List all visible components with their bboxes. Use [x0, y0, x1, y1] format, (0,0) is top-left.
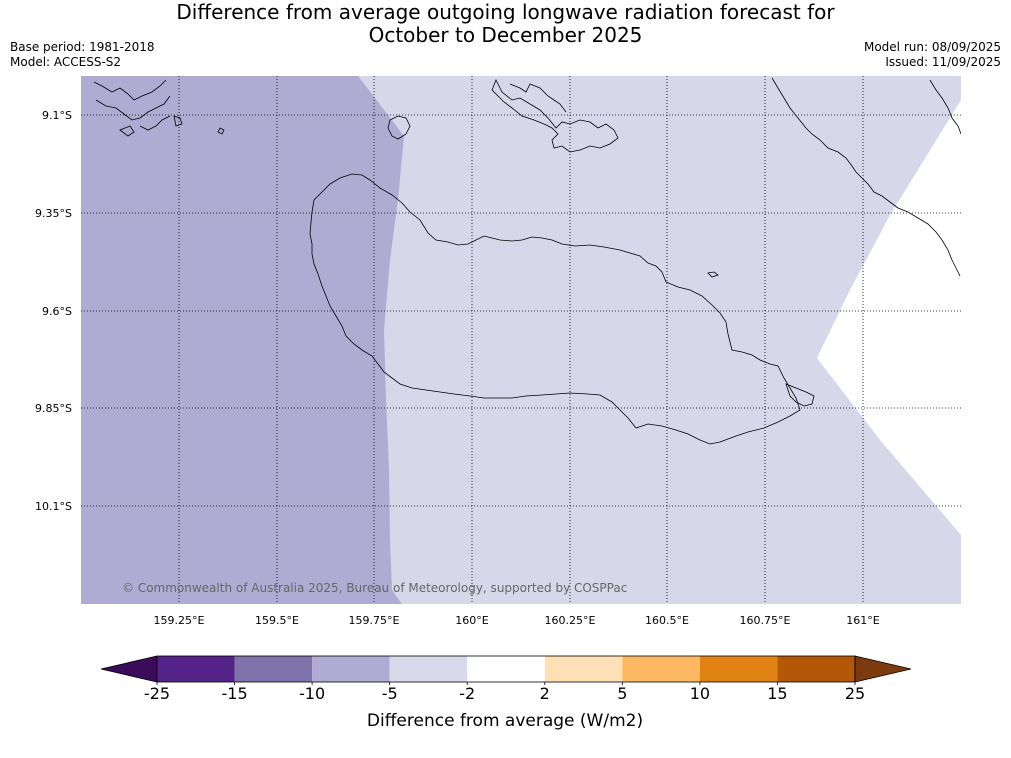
malaita-coast [771, 77, 961, 277]
colorbar-bin [157, 656, 235, 682]
longitude-label: 160.75°E [740, 614, 791, 627]
longitude-labels: 159.25°E 159.5°E 159.75°E 160°E 160.25°E 160.… [154, 614, 880, 627]
colorbar-bin [777, 656, 855, 682]
colorbar-outline [156, 655, 856, 683]
latitude-label: 9.1°S [42, 109, 72, 122]
latitude-label: 9.6°S [42, 305, 72, 318]
colorbar-tick-label: 15 [767, 684, 787, 703]
base-period: Base period: 1981-2018 [10, 40, 155, 54]
colorbar-tick-label: -15 [221, 684, 247, 703]
title-line-2: October to December 2025 [368, 23, 643, 47]
longitude-label: 159.75°E [349, 614, 400, 627]
colorbar-tick-label: -2 [459, 684, 475, 703]
colorbar-tick-label: -25 [144, 684, 170, 703]
metadata-left: Base period: 1981-2018 Model: ACCESS-S2 [10, 40, 155, 70]
longitude-label: 160.25°E [545, 614, 596, 627]
graticule [81, 76, 961, 604]
longitude-label: 160°E [455, 614, 488, 627]
islet-coast [217, 127, 225, 135]
issued-date: Issued: 11/09/2025 [885, 55, 1001, 69]
colorbar-bin [467, 656, 545, 682]
map-title: Difference from average outgoing longwav… [0, 1, 1011, 47]
longitude-label: 159.25°E [154, 614, 205, 627]
colorbar-tick-label: -10 [299, 684, 325, 703]
region-minus10-to-minus5 [81, 76, 404, 604]
colorbar-tick-label: 25 [845, 684, 865, 703]
latitude-label: 10.1°S [35, 500, 72, 513]
colorbar-bin [622, 656, 700, 682]
savo-island-coast [387, 115, 411, 140]
longitude-label: 160.5°E [645, 614, 689, 627]
colorbar-bin [544, 656, 623, 682]
region-minus2-to-2 [817, 100, 961, 535]
colorbar-bin [312, 656, 390, 682]
islet-coast-3 [785, 383, 815, 407]
colorbar-under-extend [100, 655, 158, 683]
title-line-1: Difference from average outgoing longwav… [176, 0, 835, 24]
model-name: Model: ACCESS-S2 [10, 55, 122, 69]
longitude-label: 161°E [846, 614, 879, 627]
colorbar-label: Difference from average (W/m2) [367, 711, 643, 731]
latitude-label: 9.35°S [35, 207, 72, 220]
guadalcanal-coast [309, 173, 801, 445]
colorbar-tick-label: 10 [690, 684, 710, 703]
map-plot-area [81, 76, 961, 604]
longitude-label: 159.5°E [255, 614, 299, 627]
nggela-detail-coast [509, 83, 567, 113]
latitude-labels: 9.1°S 9.35°S 9.6°S 9.85°S 10.1°S [35, 109, 72, 513]
islet-coast-2 [173, 115, 183, 127]
colorbar-bin [234, 656, 313, 682]
colorbar [100, 655, 912, 685]
model-run: Model run: 08/09/2025 [863, 40, 1001, 54]
coastlines [93, 77, 961, 445]
colorbar-tick-label: 5 [617, 684, 627, 703]
colorbar-tick-labels: -25 -15 -10 -5 -2 2 5 10 15 25 [144, 684, 865, 703]
metadata-right: Model run: 08/09/2025 Issued: 11/09/2025 [864, 40, 1001, 70]
florida-islands-coast [491, 79, 619, 153]
small-islet-coast [707, 271, 719, 278]
colorbar-over-extend [854, 655, 912, 683]
colorbar-bin [389, 656, 468, 682]
latitude-label: 9.85°S [35, 402, 72, 415]
colorbar-bin [699, 656, 778, 682]
colorbar-tick-label: 2 [540, 684, 550, 703]
malaita-north-coast [929, 79, 961, 135]
copyright-notice: © Commonwealth of Australia 2025, Bureau… [122, 581, 627, 595]
russell-islands-coast [93, 79, 171, 137]
colorbar-tick-label: -5 [382, 684, 398, 703]
